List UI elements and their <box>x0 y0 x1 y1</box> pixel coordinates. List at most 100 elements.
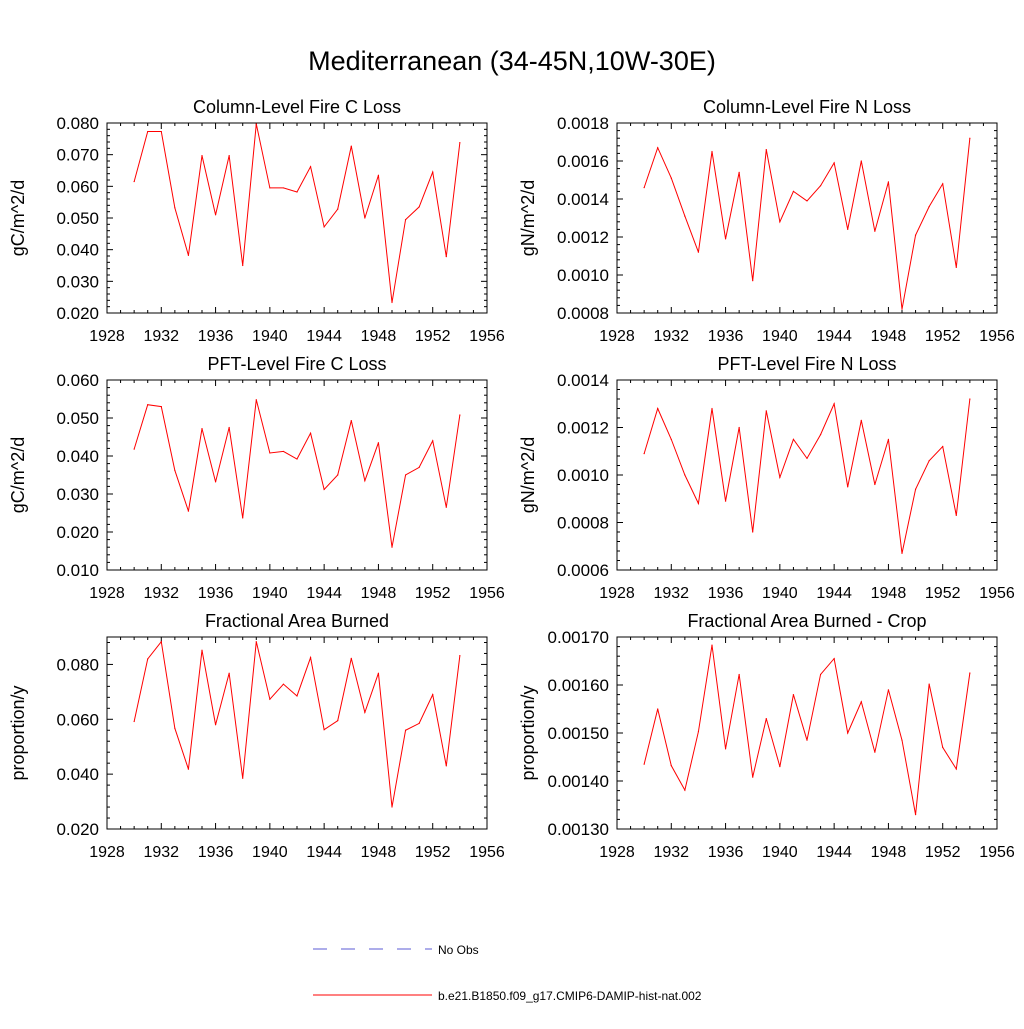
chart-panel-4: 1928 1932 1936 1940 1944 1948 1952 1956 0.0006 0.… <box>518 354 1015 602</box>
y-tick-label: 0.0016 <box>557 152 609 171</box>
y-tick-label: 0.0018 <box>557 114 609 133</box>
data-point <box>445 506 447 508</box>
data-point <box>269 187 271 189</box>
y-tick-label: 0.080 <box>56 114 99 133</box>
data-point <box>901 552 903 554</box>
y-tick-label: 0.0008 <box>557 514 609 533</box>
data-point <box>309 432 312 434</box>
data-point <box>201 649 203 651</box>
x-tick-label: 1952 <box>415 844 451 861</box>
y-axis-label: gC/m^2/d <box>8 180 28 256</box>
data-point <box>133 180 135 183</box>
x-tick-label: 1940 <box>252 844 288 861</box>
series-line <box>643 138 971 310</box>
plot-frame <box>616 379 998 571</box>
data-point <box>337 474 339 476</box>
x-tick-label: 1956 <box>469 585 505 602</box>
x-tick-label: 1936 <box>198 585 234 602</box>
data-point <box>350 420 352 422</box>
data-point <box>459 142 461 144</box>
data-point <box>806 457 808 459</box>
data-point <box>377 174 380 176</box>
data-point <box>296 695 298 697</box>
x-tick-label: 1952 <box>925 585 961 602</box>
data-point <box>657 708 659 710</box>
data-point <box>711 150 713 153</box>
data-point <box>242 517 244 519</box>
data-point <box>765 718 767 720</box>
y-tick-label: 0.020 <box>56 304 99 323</box>
y-axis-label: proportion/y <box>8 685 28 780</box>
data-point <box>337 720 339 722</box>
data-point <box>214 724 217 726</box>
plot-frame <box>616 122 998 314</box>
data-point <box>214 481 217 483</box>
data-point <box>738 426 740 429</box>
y-tick-label: 0.0010 <box>557 466 609 485</box>
plot-frame <box>106 636 488 830</box>
data-point <box>914 488 917 490</box>
y-tick-label: 0.030 <box>56 485 99 504</box>
legend: No Obs b.e21.B1850.f09_g17.CMIP6-DAMIP-hi… <box>313 943 702 1003</box>
data-point <box>418 206 420 208</box>
y-tick-label: 0.00150 <box>548 724 609 743</box>
data-point <box>269 452 271 454</box>
data-point <box>418 722 420 725</box>
y-tick-label: 0.00130 <box>548 820 609 839</box>
series-line <box>643 398 971 554</box>
x-tick-label: 1944 <box>816 844 852 861</box>
data-point <box>459 414 461 416</box>
data-point <box>445 256 447 258</box>
y-tick-label: 0.0014 <box>557 190 609 209</box>
y-tick-label: 0.060 <box>56 371 99 390</box>
data-point <box>874 483 876 486</box>
data-point <box>364 217 366 219</box>
chart-title: Column-Level Fire C Loss <box>193 97 401 117</box>
data-point <box>404 729 407 731</box>
data-point <box>432 694 434 696</box>
data-point <box>255 641 257 643</box>
data-point <box>657 147 659 149</box>
data-point <box>187 254 190 256</box>
data-point <box>147 404 149 406</box>
y-tick-label: 0.0014 <box>557 371 609 390</box>
data-point <box>670 177 672 179</box>
data-point <box>201 155 203 157</box>
data-point <box>779 221 781 223</box>
data-point <box>752 280 754 282</box>
x-tick-label: 1944 <box>306 328 342 345</box>
y-tick-label: 0.0006 <box>557 561 609 580</box>
y-tick-label: 0.030 <box>56 272 99 291</box>
data-point <box>309 656 312 659</box>
data-point <box>160 406 162 408</box>
x-tick-label: 1932 <box>653 328 689 345</box>
series-line <box>133 640 461 808</box>
data-point <box>969 672 971 674</box>
data-point <box>914 814 917 816</box>
x-tick-label: 1932 <box>653 585 689 602</box>
data-point <box>779 766 781 768</box>
data-point <box>377 672 380 674</box>
y-tick-label: 0.050 <box>56 209 99 228</box>
x-tick-label: 1948 <box>361 844 397 861</box>
chart-panel-5: 1928 1932 1936 1940 1944 1948 1952 1956 0.020 0.0… <box>8 611 505 861</box>
x-tick-label: 1940 <box>762 844 798 861</box>
data-point <box>724 748 727 750</box>
x-tick-label: 1944 <box>816 328 852 345</box>
data-point <box>364 711 366 714</box>
data-point <box>242 777 244 779</box>
y-tick-label: 0.00160 <box>548 676 609 695</box>
y-tick-label: 0.00140 <box>548 772 609 791</box>
data-point <box>752 531 754 533</box>
x-tick-label: 1956 <box>979 328 1015 345</box>
data-point <box>432 440 434 442</box>
data-point <box>201 428 203 430</box>
data-point <box>309 166 312 168</box>
x-tick-label: 1940 <box>762 585 798 602</box>
data-point <box>901 308 903 310</box>
x-tick-label: 1952 <box>925 844 961 861</box>
series-line <box>133 399 461 548</box>
x-tick-label: 1948 <box>871 585 907 602</box>
data-point <box>792 694 795 696</box>
y-tick-label: 0.080 <box>56 655 99 674</box>
